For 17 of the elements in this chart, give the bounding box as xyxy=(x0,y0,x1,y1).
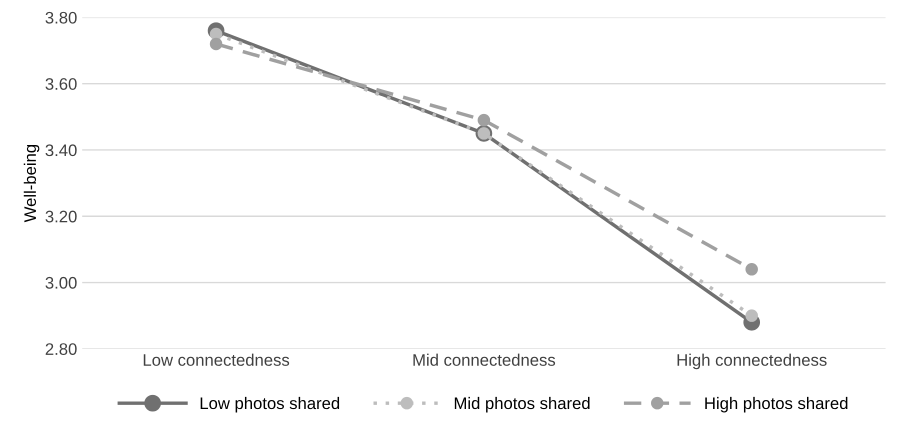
y-tick-label: 3.40 xyxy=(46,144,77,156)
x-tick-label: Mid connectedness xyxy=(413,354,556,366)
point xyxy=(478,114,490,126)
legend-label: Mid photos shared xyxy=(454,396,590,412)
y-axis-title: Well-being xyxy=(24,144,40,222)
y-tick-label: 3.80 xyxy=(46,12,77,24)
y-tick-label: 3.20 xyxy=(46,210,77,222)
point xyxy=(210,38,222,50)
point xyxy=(745,309,758,322)
y-tick-label: 3.60 xyxy=(46,78,77,90)
point xyxy=(745,263,758,276)
x-tick-label: Low connectedness xyxy=(144,354,290,366)
y-tick-label: 3.00 xyxy=(46,276,77,289)
legend-label: High photos shared xyxy=(705,396,848,412)
x-tick-label: High connectedness xyxy=(678,354,827,370)
legend-label: Low photos shared xyxy=(200,396,340,412)
y-tick-label: 2.80 xyxy=(46,343,77,356)
